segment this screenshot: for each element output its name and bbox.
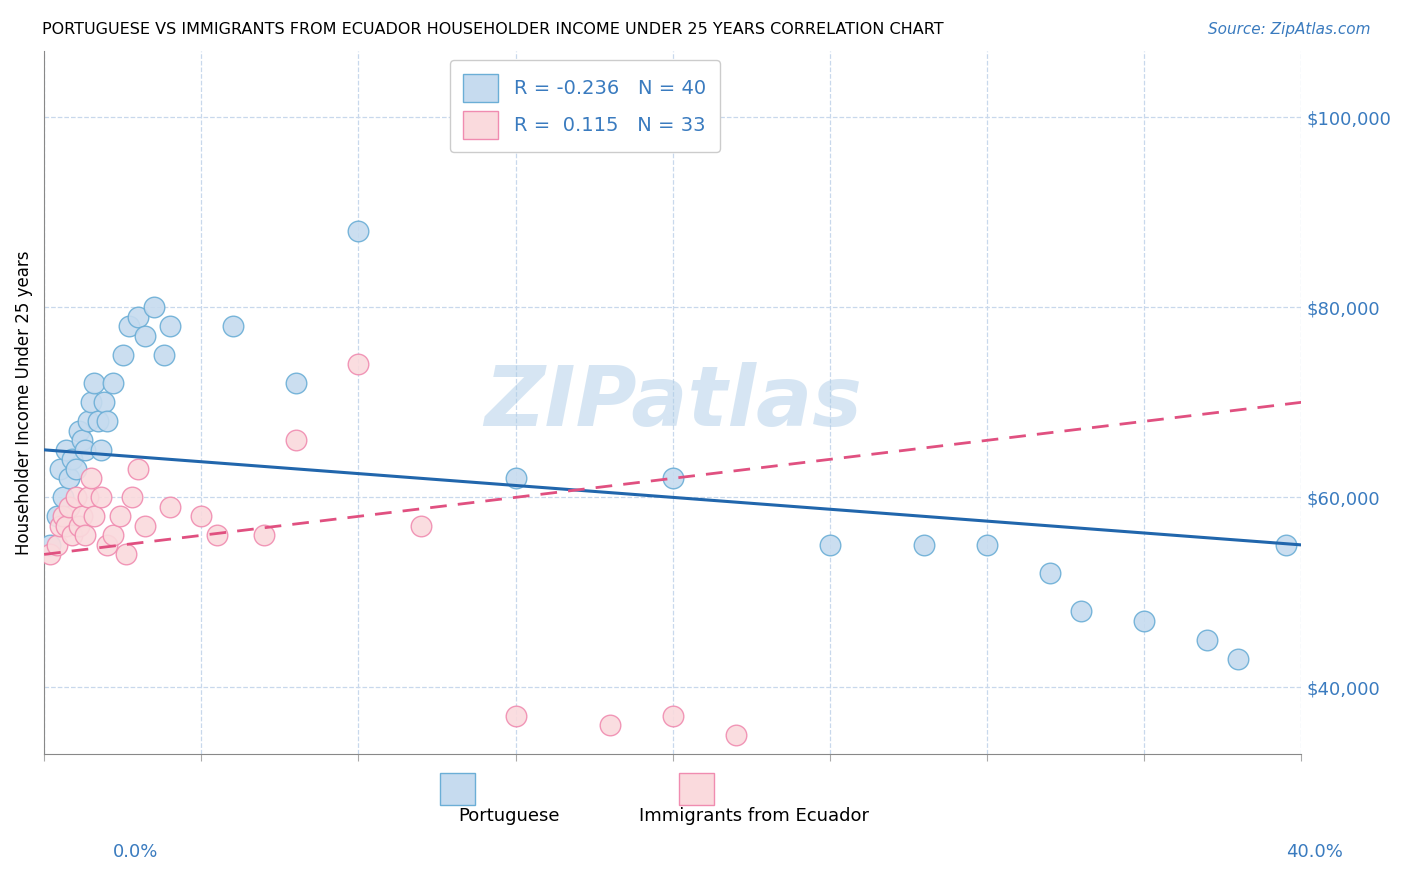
Point	[152, 348, 174, 362]
Point	[103, 376, 125, 391]
Point	[221, 319, 243, 334]
Point	[55, 442, 77, 457]
Text: ZIPatlas: ZIPatlas	[484, 362, 862, 442]
Point	[976, 538, 998, 552]
Point	[58, 471, 80, 485]
Point	[70, 509, 93, 524]
Point	[114, 548, 136, 562]
Point	[39, 538, 62, 552]
Point	[103, 528, 125, 542]
Point	[159, 500, 181, 514]
Point	[39, 548, 62, 562]
Point	[912, 538, 935, 552]
Point	[661, 709, 683, 723]
Point	[73, 442, 96, 457]
Point	[73, 528, 96, 542]
Point	[411, 519, 433, 533]
Point	[1195, 632, 1218, 647]
Point	[96, 538, 118, 552]
Point	[67, 424, 90, 438]
Point	[190, 509, 212, 524]
Point	[661, 471, 683, 485]
Point	[90, 442, 112, 457]
Point	[83, 376, 105, 391]
Point	[108, 509, 131, 524]
Point	[284, 376, 307, 391]
Point	[49, 462, 72, 476]
Point	[1227, 652, 1250, 666]
Point	[159, 319, 181, 334]
Point	[253, 528, 276, 542]
Point	[143, 300, 166, 314]
Point	[60, 528, 83, 542]
Text: Immigrants from Ecuador: Immigrants from Ecuador	[640, 806, 869, 825]
Point	[724, 728, 747, 742]
Point	[60, 452, 83, 467]
Point	[127, 462, 149, 476]
Point	[55, 519, 77, 533]
Point	[1133, 614, 1156, 628]
Point	[505, 709, 527, 723]
Point	[65, 462, 87, 476]
FancyBboxPatch shape	[679, 773, 714, 805]
Point	[77, 491, 100, 505]
Point	[1070, 604, 1092, 618]
Point	[347, 357, 370, 371]
Point	[205, 528, 228, 542]
Point	[45, 538, 67, 552]
Y-axis label: Householder Income Under 25 years: Householder Income Under 25 years	[15, 250, 32, 555]
Point	[86, 414, 108, 428]
Point	[347, 224, 370, 238]
Text: Source: ZipAtlas.com: Source: ZipAtlas.com	[1208, 22, 1371, 37]
Point	[52, 491, 75, 505]
Point	[83, 509, 105, 524]
Point	[90, 491, 112, 505]
Point	[818, 538, 841, 552]
Point	[127, 310, 149, 324]
Point	[111, 348, 134, 362]
Point	[58, 500, 80, 514]
Text: PORTUGUESE VS IMMIGRANTS FROM ECUADOR HOUSEHOLDER INCOME UNDER 25 YEARS CORRELAT: PORTUGUESE VS IMMIGRANTS FROM ECUADOR HO…	[42, 22, 943, 37]
Point	[67, 519, 90, 533]
Point	[80, 395, 103, 409]
Text: 0.0%: 0.0%	[112, 843, 157, 861]
Point	[93, 395, 115, 409]
Point	[1039, 566, 1062, 581]
Point	[96, 414, 118, 428]
Legend: R = -0.236   N = 40, R =  0.115   N = 33: R = -0.236 N = 40, R = 0.115 N = 33	[450, 61, 720, 153]
Point	[65, 491, 87, 505]
Text: 40.0%: 40.0%	[1286, 843, 1343, 861]
Point	[121, 491, 143, 505]
Point	[80, 471, 103, 485]
Point	[134, 519, 156, 533]
Point	[77, 414, 100, 428]
Point	[599, 718, 621, 732]
Point	[1274, 538, 1296, 552]
FancyBboxPatch shape	[440, 773, 475, 805]
Point	[118, 319, 141, 334]
Point	[45, 509, 67, 524]
Point	[52, 509, 75, 524]
Point	[505, 471, 527, 485]
Point	[284, 434, 307, 448]
Point	[134, 328, 156, 343]
Point	[70, 434, 93, 448]
Point	[49, 519, 72, 533]
Text: Portuguese: Portuguese	[458, 806, 560, 825]
